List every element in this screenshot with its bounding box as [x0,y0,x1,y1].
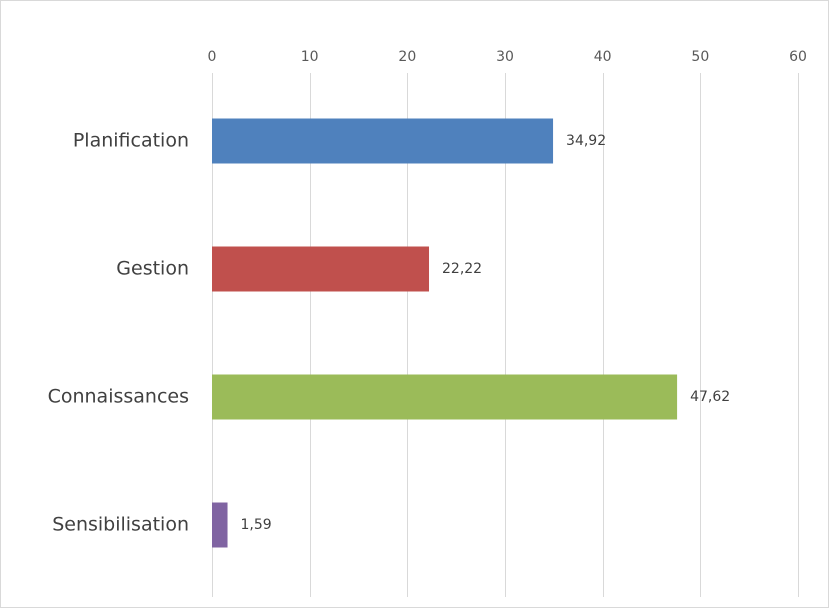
data-label-connaissances: 47,62 [690,389,730,405]
x-axis-ticks: 0 10 20 30 40 50 60 [208,49,807,65]
bars [212,118,678,548]
bar-connaissances [212,374,678,420]
category-labels: Planification Gestion Connaissances Sensibi… [48,130,189,536]
bar-gestion [212,246,430,292]
x-tick-label-50: 50 [691,49,709,65]
x-tick-label-30: 30 [496,49,514,65]
category-label-connaissances: Connaissances [48,386,189,408]
x-tick-label-10: 10 [301,49,319,65]
data-label-gestion: 22,22 [442,261,482,277]
bar-sensibilisation [212,502,228,548]
category-label-gestion: Gestion [116,258,189,280]
data-label-sensibilisation: 1,59 [241,517,272,533]
x-tick-label-0: 0 [208,49,217,65]
bar-planification [212,118,554,164]
x-tick-label-20: 20 [398,49,416,65]
category-label-planification: Planification [73,130,189,152]
category-label-sensibilisation: Sensibilisation [52,514,189,536]
x-tick-label-40: 40 [594,49,612,65]
data-label-planification: 34,92 [566,133,606,149]
x-tick-label-60: 60 [789,49,807,65]
data-labels: 34,92 22,22 47,62 1,59 [241,133,731,533]
